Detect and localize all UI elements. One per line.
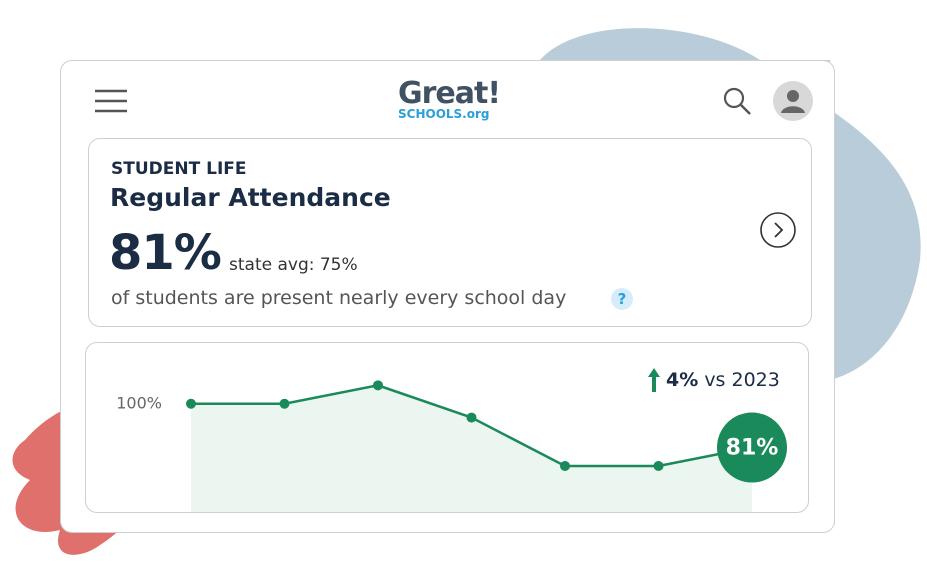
description: of students are present nearly every sch… <box>111 287 567 309</box>
menu-button[interactable] <box>93 88 129 114</box>
trend: 4% vs 2023 <box>666 369 780 391</box>
logo-top[interactable]: Great! <box>398 76 501 111</box>
logo-bottom: SCHOOLS.org <box>398 107 490 121</box>
metric-card <box>88 138 812 327</box>
help-icon[interactable]: ? <box>611 288 633 310</box>
avatar[interactable] <box>772 80 814 122</box>
up-arrow <box>648 368 660 392</box>
search-icon[interactable] <box>722 86 752 116</box>
card-title: Regular Attendance <box>110 183 391 212</box>
next-button[interactable] <box>759 211 797 249</box>
eyebrow: STUDENT LIFE <box>111 159 247 179</box>
big-value: 81% <box>109 225 222 281</box>
chart-card <box>85 342 809 513</box>
blob <box>540 28 921 381</box>
state-average: state avg: 75% <box>229 255 358 275</box>
trend-comparison: vs 2023 <box>704 369 780 391</box>
trend-change: 4% <box>666 369 699 391</box>
